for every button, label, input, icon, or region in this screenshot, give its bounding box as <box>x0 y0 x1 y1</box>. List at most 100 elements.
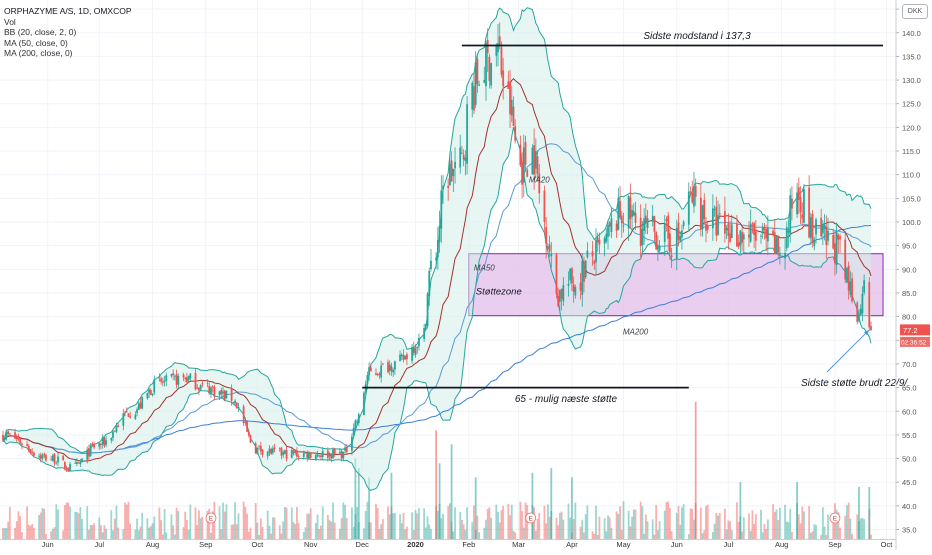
candle-body <box>354 420 357 429</box>
candle-body <box>210 387 212 395</box>
candle-body <box>474 62 477 105</box>
candle-body <box>45 455 47 461</box>
ma20-line <box>2 77 872 462</box>
volume-bar <box>402 512 405 539</box>
volume-bar <box>596 534 599 539</box>
volume-bar <box>89 525 92 539</box>
volume-bar <box>399 514 401 539</box>
candle-body <box>175 374 178 385</box>
volume-bar <box>715 512 718 539</box>
candle-body <box>761 227 764 234</box>
candle-body <box>741 232 743 243</box>
candle-body <box>706 225 709 230</box>
candle-body <box>213 386 216 397</box>
indicator-bollinger-bands[interactable]: BB (20, close, 2, 0) <box>4 27 77 37</box>
price-tick-label: 110.0 <box>902 171 920 180</box>
candle-body <box>772 230 774 235</box>
volume-bar <box>234 502 236 539</box>
volume-bar <box>146 518 149 539</box>
candle-body <box>591 251 594 257</box>
candle-body <box>555 254 558 294</box>
volume-bar <box>748 513 750 539</box>
ma50-line <box>2 143 872 454</box>
volume-bar <box>483 527 486 539</box>
volume-bar <box>464 529 467 539</box>
candle-body <box>103 437 106 446</box>
candle-body <box>2 434 4 441</box>
candle-body <box>194 372 197 390</box>
volume-bar <box>330 521 333 539</box>
volume-bar <box>619 506 621 539</box>
volume-bar <box>182 527 185 539</box>
volume-bar <box>521 510 523 539</box>
volume-bar <box>376 508 379 539</box>
volume-spike-bar <box>550 468 553 539</box>
volume-bar <box>583 532 585 539</box>
candle-body <box>426 293 429 327</box>
candle-body <box>583 261 585 282</box>
volume-bar <box>742 517 745 539</box>
volume-bar <box>524 502 527 539</box>
volume-bar <box>201 516 204 539</box>
volume-bar <box>485 519 487 539</box>
volume-bar <box>832 513 835 539</box>
volume-bar <box>378 528 381 539</box>
price-tick-label: 65.0 <box>902 384 917 393</box>
candle-body <box>548 244 551 252</box>
volume-bar <box>507 504 510 539</box>
candle-body <box>3 438 6 440</box>
candle-body <box>569 268 572 281</box>
candle-body <box>581 261 584 295</box>
volume-bar <box>375 503 377 539</box>
candle-body <box>376 374 379 375</box>
volume-bar <box>189 504 192 539</box>
volume-spike-bar <box>435 430 438 539</box>
currency-badge[interactable]: DKK <box>902 4 928 19</box>
candle-body <box>656 245 659 249</box>
volume-bars <box>2 401 872 539</box>
volume-bar <box>442 513 444 539</box>
volume-bar <box>586 505 589 539</box>
candle-body <box>218 391 221 396</box>
candle-body <box>400 354 403 357</box>
volume-bar <box>55 504 58 539</box>
volume-bar <box>522 527 525 539</box>
candle-body <box>658 245 661 251</box>
volume-bar <box>338 528 341 539</box>
candle-body <box>682 221 685 227</box>
candle-body <box>77 462 80 464</box>
candle-body <box>414 348 417 356</box>
candle-body <box>502 70 505 87</box>
candle-body <box>137 403 140 410</box>
volume-bar <box>519 501 522 539</box>
indicator-volume[interactable]: Vol <box>4 16 16 27</box>
candle-body <box>687 191 690 225</box>
price-tick-label: 120.0 <box>902 123 921 132</box>
volume-bar <box>285 507 288 539</box>
volume-bar <box>364 511 367 539</box>
candle-body <box>808 187 811 238</box>
indicator-ma200[interactable]: MA (200, close, 0) <box>4 48 73 58</box>
volume-bar <box>512 530 515 539</box>
candle-body <box>510 99 513 116</box>
candle-body <box>832 234 835 249</box>
candle-body <box>448 163 451 186</box>
candle-body <box>787 230 790 233</box>
time-tick-label: Mar <box>512 540 525 549</box>
volume-bar <box>693 519 695 539</box>
candle-body <box>643 218 646 231</box>
volume-bar <box>644 514 647 539</box>
indicator-ma50[interactable]: MA (50, close, 0) <box>4 37 68 48</box>
volume-bar <box>689 508 692 539</box>
candle-body <box>763 226 766 231</box>
candle-body <box>170 374 173 376</box>
volume-bar <box>173 534 176 539</box>
volume-bar <box>797 514 800 539</box>
price-tick-label: 125.0 <box>902 100 921 109</box>
last-price-tag <box>900 324 930 336</box>
candle-body <box>424 324 427 330</box>
candle-body <box>849 281 852 295</box>
candle-body <box>436 240 439 258</box>
